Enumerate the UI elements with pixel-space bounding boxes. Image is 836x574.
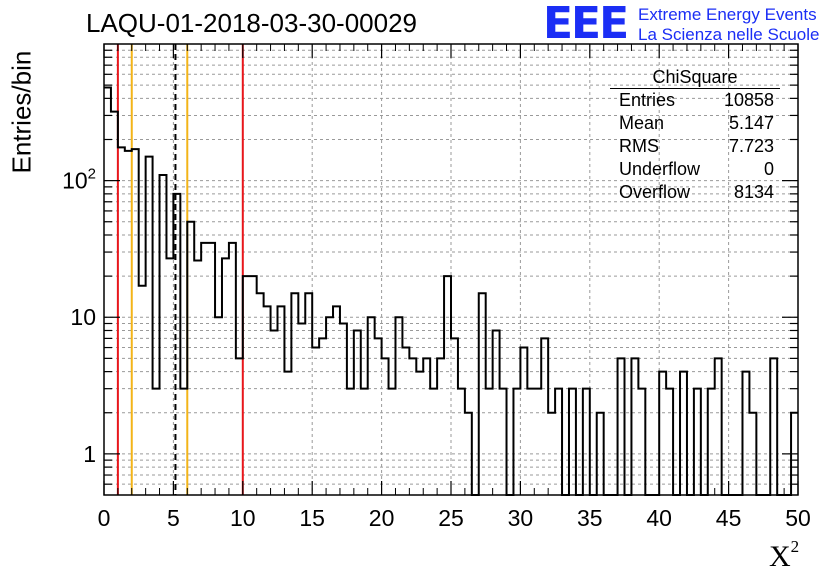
stats-row-mean: Mean 5.147 (610, 112, 780, 135)
x-tick-label: 30 (508, 505, 534, 531)
chart-title: LAQU-01-2018-03-30-00029 (86, 8, 417, 38)
axis-tick-labels: 0 5 10 15 20 25 30 35 40 45 50 1 10 102 (62, 166, 811, 531)
stats-value: 0 (763, 159, 774, 179)
stats-value: 7.723 (728, 136, 774, 156)
stats-title: ChiSquare (610, 66, 780, 89)
histogram-step-line (104, 86, 798, 496)
eee-logo: EEE (543, 0, 629, 49)
stats-label: Mean (619, 113, 665, 133)
x-tick-label: 15 (299, 505, 325, 531)
y-tick-label: 1 (83, 441, 96, 467)
x-tick-label: 10 (230, 505, 256, 531)
stats-label: Underflow (619, 159, 701, 179)
plot-frame (103, 43, 799, 496)
x-axis-label-exponent: 2 (790, 537, 800, 556)
stats-row-rms: RMS 7.723 (610, 135, 780, 158)
stats-label: Entries (619, 90, 676, 110)
x-tick-label: 40 (646, 505, 672, 531)
x-tick-label: 35 (577, 505, 603, 531)
logo-tagline-1: Extreme Energy Events (638, 5, 817, 24)
stats-label: RMS (619, 136, 659, 156)
x-tick-label: 50 (785, 505, 811, 531)
stats-row-entries: Entries 10858 (610, 89, 780, 112)
stats-value: 8134 (733, 182, 774, 202)
x-tick-label: 5 (167, 505, 180, 531)
x-axis-label-base: X (769, 540, 791, 573)
stats-value: 10858 (723, 90, 774, 110)
stats-row-overflow: Overflow 8134 (610, 181, 780, 204)
x-tick-label: 0 (98, 505, 111, 531)
x-axis-label: X2 (769, 537, 799, 574)
axis-ticks (103, 44, 799, 495)
y-tick-label: 10 (70, 304, 96, 330)
logo-tagline-2: La Scienza nelle Scuole (638, 25, 820, 44)
stats-value: 5.147 (728, 113, 774, 133)
x-tick-label: 25 (438, 505, 464, 531)
stats-label: Overflow (619, 182, 691, 202)
x-tick-label: 20 (369, 505, 395, 531)
x-tick-label: 45 (716, 505, 742, 531)
y-axis-label: Entries/bin (6, 50, 37, 174)
stats-box: ChiSquare Entries 10858 Mean 5.147 RMS 7.72… (610, 66, 780, 204)
stats-row-underflow: Underflow 0 (610, 158, 780, 181)
y-tick-label: 102 (62, 166, 96, 194)
